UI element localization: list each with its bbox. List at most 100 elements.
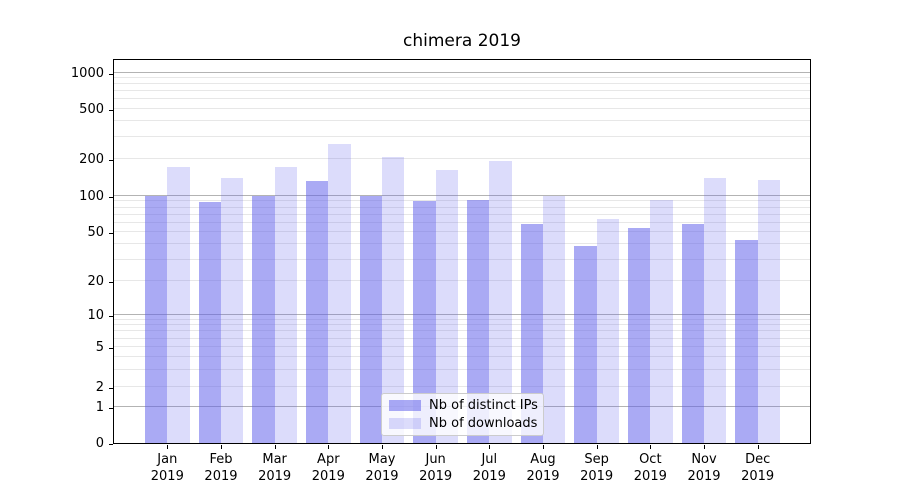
legend-label-distinct-ips: Nb of distinct IPs [429,398,538,414]
y-tick-100 [109,196,113,198]
x-label-month: Sep [584,452,609,467]
y-tick-label-1: 1 [95,400,104,416]
plot-inner [114,60,810,443]
y-tick-label-100: 100 [79,188,104,204]
x-label-month: May [368,452,396,467]
bar-downloads-sep [596,219,619,443]
x-label-year: 2019 [258,469,292,484]
x-label-month: Feb [209,452,233,467]
bar-ips-nov [681,224,704,443]
bar-ips-dec [735,240,758,443]
gridline-minor-5 [114,346,810,348]
y-tick-1000 [109,73,113,75]
bar-downloads-may [381,157,405,443]
bar-ips-feb [198,201,221,443]
x-tick-label-dec: Dec 2019 [726,451,790,485]
bar-downloads-feb [220,177,244,443]
x-tick-nov [704,445,705,449]
gridline-minor-70 [114,213,810,215]
bar-ips-jun [413,201,436,443]
y-tick-10 [109,315,113,317]
y-tick-500 [109,109,113,111]
bar-ips-oct [628,228,651,443]
bar-downloads-aug [542,195,566,443]
gridline-minor-800 [114,83,810,85]
x-tick-label-mar: Mar 2019 [243,451,307,485]
legend-label-downloads: Nb of downloads [429,415,538,431]
x-label-month: Jan [157,452,178,467]
bar-downloads-apr [328,143,351,443]
bar-ips-apr [306,181,329,443]
gridline-minor-3 [114,368,810,370]
plot-area: Nb of distinct IPs Nb of downloads 0 1 2 5 1… [71,59,811,484]
bar-downloads-jan [167,166,190,443]
x-tick-feb [220,445,222,449]
x-label-month: Oct [639,452,662,467]
x-tick-label-feb: Feb 2019 [189,451,253,485]
x-tick-jul [489,445,491,449]
y-tick-label-20: 20 [87,274,104,290]
legend-swatch-distinct-ips [389,400,421,412]
y-tick-label-10: 10 [87,307,104,323]
x-tick-label-jul: Jul 2019 [457,451,521,485]
gridline-minor-7 [114,330,810,332]
bar-ips-jan [145,195,168,443]
x-label-year: 2019 [687,469,721,484]
gridline-minor-8 [114,324,810,326]
bar-ips-may [359,195,382,443]
y-tick-2 [109,388,113,390]
y-tick-label-1000: 1000 [70,65,104,81]
x-label-year: 2019 [741,469,775,484]
x-label-month: Dec [745,452,771,467]
legend: Nb of distinct IPs Nb of downloads [381,393,544,436]
x-label-year: 2019 [365,469,399,484]
x-label-year: 2019 [419,469,453,484]
gridline-minor-4 [114,356,810,358]
gridline-minor-2 [114,386,810,388]
x-label-year: 2019 [526,469,560,484]
x-tick-label-jan: Jan 2019 [135,451,199,485]
gridline-minor-80 [114,206,810,208]
gridline-minor-40 [114,243,810,245]
legend-swatch-downloads [389,417,421,429]
gridline-minor-900 [114,77,810,79]
x-tick-label-aug: Aug 2019 [511,451,575,485]
x-tick-jun [435,445,437,449]
y-tick-label-200: 200 [79,151,104,167]
x-label-month: Jul [481,452,498,467]
gridline-major-1000 [114,71,810,73]
legend-item-downloads: Nb of downloads [389,415,538,431]
x-tick-oct [650,445,652,449]
gridline-minor-500 [114,108,810,109]
bar-ips-aug [520,223,543,443]
x-tick-label-may: May 2019 [350,451,414,485]
x-tick-aug [542,445,544,449]
x-tick-label-sep: Sep 2019 [565,451,629,485]
y-tick-50 [109,233,113,235]
gridline-minor-30 [114,258,810,260]
x-label-month: Jun [425,452,446,467]
x-tick-dec [757,445,759,449]
x-tick-label-oct: Oct 2019 [618,451,682,485]
x-label-year: 2019 [150,469,184,484]
gridline-minor-700 [114,90,810,92]
x-tick-may [381,445,383,449]
x-label-year: 2019 [633,469,667,484]
y-tick-label-500: 500 [79,101,104,117]
bar-downloads-jul [489,161,512,443]
y-tick-label-2: 2 [95,380,104,396]
y-tick-5 [109,348,113,350]
x-tick-label-apr: Apr 2019 [296,451,360,485]
x-label-month: Aug [530,452,556,467]
bar-downloads-jun [435,170,458,443]
gridline-minor-90 [114,200,810,202]
gridline-minor-20 [114,280,810,282]
bar-downloads-mar [274,166,297,443]
x-label-month: Nov [691,452,717,467]
y-tick-1 [109,408,113,410]
x-label-year: 2019 [472,469,506,484]
y-tick-20 [109,282,113,284]
gridline-major-10 [114,313,810,315]
x-label-year: 2019 [311,469,345,484]
